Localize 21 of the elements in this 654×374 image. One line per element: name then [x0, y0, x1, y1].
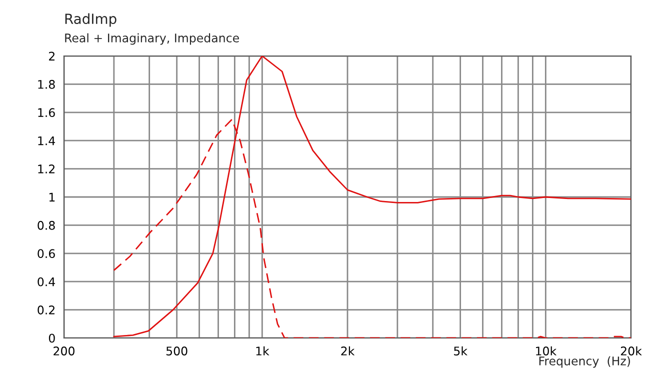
y-tick-label: 1 [49, 192, 55, 202]
x-tick-label: 10k [536, 346, 557, 356]
x-axis-title: Frequency (Hz) [539, 356, 630, 368]
x-tick-label: 20k [620, 346, 642, 356]
x-tick-label: 5k [454, 346, 468, 356]
y-tick-label: 1.4 [38, 136, 56, 146]
y-tick-label: 0.6 [38, 249, 55, 258]
y-tick-label: 0.8 [38, 220, 55, 230]
y-tick-label: 1.6 [38, 108, 55, 118]
y-tick-label: 0 [48, 334, 55, 343]
chart-title: RadImp [65, 13, 116, 27]
y-tick-label: 0.4 [38, 277, 56, 286]
chart-subtitle: Real + Imaginary, Impedance [65, 33, 239, 45]
y-tick-label: 1.8 [38, 80, 55, 89]
y-tick-label: 0.2 [38, 306, 54, 314]
x-tick-label: 200 [54, 346, 74, 356]
x-tick-label: 500 [166, 346, 188, 356]
x-tick-label: 2k [341, 346, 355, 356]
y-tick-label: 1.2 [38, 164, 54, 174]
x-tick-label: 1k [256, 346, 270, 356]
y-tick-label: 2 [49, 52, 54, 60]
